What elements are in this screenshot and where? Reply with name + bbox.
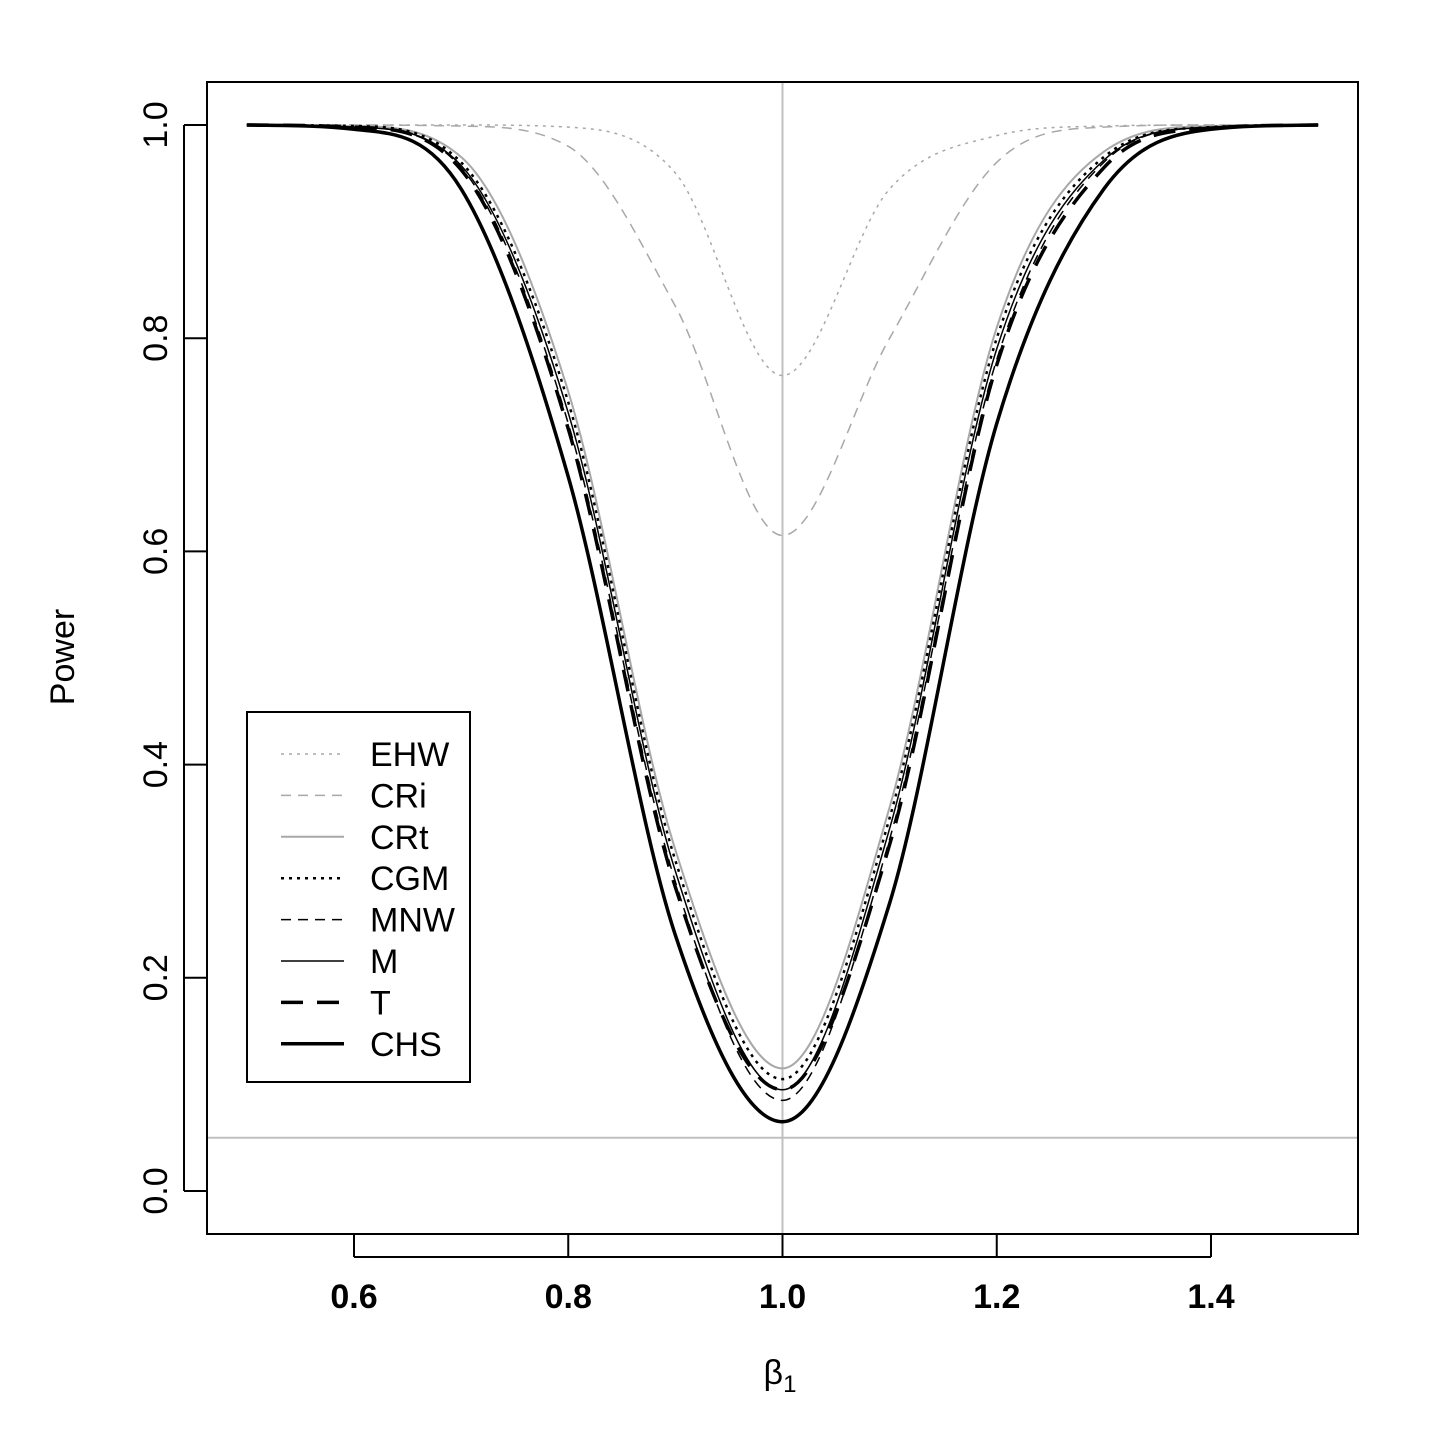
y-tick-label: 0.4 bbox=[137, 741, 175, 788]
plot-frame bbox=[206, 81, 1359, 1235]
legend-label-cri: CRi bbox=[370, 777, 427, 815]
legend-label-m: M bbox=[370, 943, 398, 981]
series-line-crt bbox=[246, 124, 1319, 1070]
legend-label-cgm: CGM bbox=[370, 860, 449, 898]
y-tick-label: 0.2 bbox=[137, 954, 175, 1001]
x-axis-title-subscript: 1 bbox=[783, 1371, 796, 1398]
legend-label-crt: CRt bbox=[370, 819, 429, 857]
x-axis: 0.6 0.8 1.0 1.2 1.4 bbox=[330, 1234, 1235, 1316]
series-line-cgm bbox=[246, 123, 1319, 1081]
legend-box bbox=[246, 711, 471, 1083]
series-line-cri bbox=[246, 124, 1319, 537]
x-tick-label: 1.2 bbox=[973, 1278, 1020, 1316]
y-tick-label: 1.0 bbox=[137, 101, 175, 148]
series-line-m bbox=[246, 124, 1319, 1091]
series-line-ehw bbox=[246, 124, 1319, 377]
y-axis: 0.0 0.2 0.4 0.6 0.8 1.0 bbox=[137, 101, 207, 1215]
x-axis-title-main: β bbox=[764, 1354, 784, 1392]
legend-label-mnw: MNW bbox=[370, 902, 455, 940]
series-line-chs bbox=[246, 123, 1319, 1124]
x-tick-label: 0.8 bbox=[545, 1278, 592, 1316]
y-tick-label: 0.6 bbox=[137, 528, 175, 575]
y-tick-label: 0.0 bbox=[137, 1167, 175, 1214]
legend-label-ehw: EHW bbox=[370, 736, 449, 774]
x-tick-label: 1.0 bbox=[759, 1278, 806, 1316]
legend-label-t: T bbox=[370, 984, 391, 1022]
series-layer bbox=[246, 123, 1319, 1124]
legend-label-chs: CHS bbox=[370, 1026, 442, 1064]
x-tick-label: 1.4 bbox=[1187, 1278, 1234, 1316]
y-axis-title: Power bbox=[44, 609, 82, 705]
x-axis-title: β1 bbox=[764, 1354, 797, 1398]
x-tick-label: 0.6 bbox=[330, 1278, 377, 1316]
reference-lines bbox=[207, 82, 1358, 1234]
series-line-mnw bbox=[246, 124, 1319, 1102]
y-tick-label: 0.8 bbox=[137, 315, 175, 362]
